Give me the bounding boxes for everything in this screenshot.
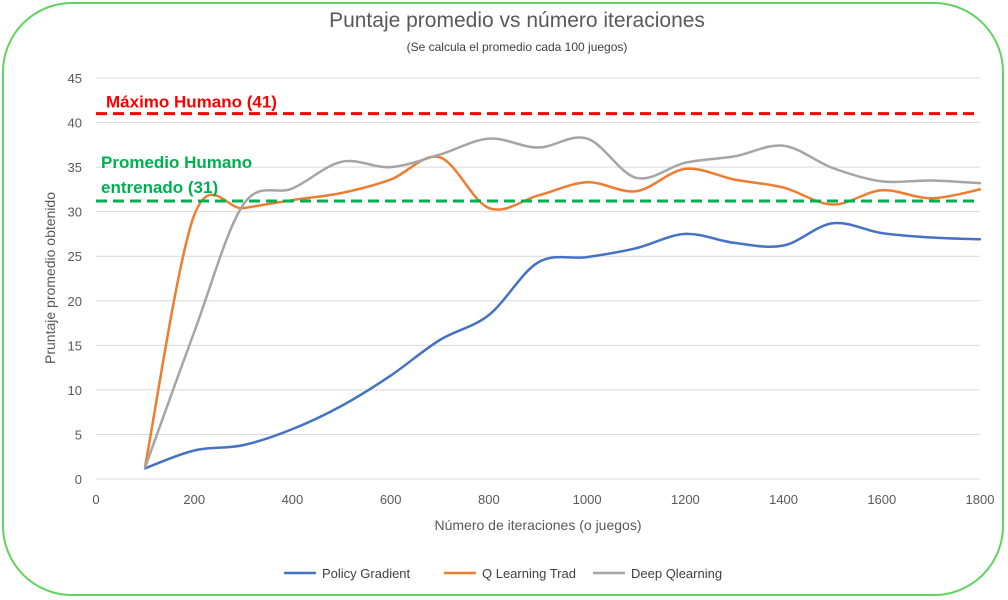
chart-subtitle: (Se calcula el promedio cada 100 juegos) [407,40,628,54]
gridlines [96,77,980,480]
y-tick-label: 35 [68,160,82,175]
legend-label-deep-qlearning: Deep Qlearning [631,566,722,581]
y-tick-label: 5 [75,427,82,442]
reference-lines: Máximo Humano (41) Promedio Humano entrena… [96,93,980,203]
y-tick-labels: 0 5 10 15 20 25 30 35 40 45 [68,71,82,487]
y-tick-label: 30 [68,205,82,220]
legend-label-q-learning-trad: Q Learning Trad [482,566,576,581]
x-tick-label: 800 [478,492,500,507]
x-tick-label: 1800 [966,492,995,507]
y-tick-label: 25 [68,249,82,264]
y-tick-label: 20 [68,294,82,309]
x-tick-label: 600 [380,492,402,507]
y-tick-label: 10 [68,383,82,398]
series-line-deep-qlearning [143,136,982,469]
trained-human-label-line1: Promedio Humano [101,153,252,172]
x-tick-label: 200 [183,492,205,507]
y-tick-label: 40 [68,116,82,131]
series-line-policy-gradient [143,221,982,470]
chart-title: Puntaje promedio vs número iteraciones [329,9,705,32]
x-tick-label: 400 [282,492,304,507]
series-lines [143,136,982,470]
x-tick-label: 0 [92,492,99,507]
x-tick-label: 1200 [671,492,700,507]
series-line-q-learning-trad [143,155,982,468]
legend: Policy Gradient Q Learning Trad Deep Qlear… [284,566,722,581]
x-tick-label: 1400 [769,492,798,507]
y-tick-label: 15 [68,338,82,353]
x-tick-label: 1600 [867,492,896,507]
x-tick-labels: 0 200 400 600 800 1000 1200 1400 1600 1800 [92,492,994,507]
y-tick-label: 0 [75,472,82,487]
trained-human-label-line2: entrenado (31) [101,178,218,197]
max-human-label: Máximo Humano (41) [106,93,277,112]
y-axis-label: Pruntaje promedio obtenido [42,192,58,364]
legend-label-policy-gradient: Policy Gradient [322,566,411,581]
x-tick-label: 1000 [573,492,602,507]
y-tick-label: 45 [68,71,82,86]
x-axis-label: Número de iteraciones (o juegos) [435,517,642,533]
